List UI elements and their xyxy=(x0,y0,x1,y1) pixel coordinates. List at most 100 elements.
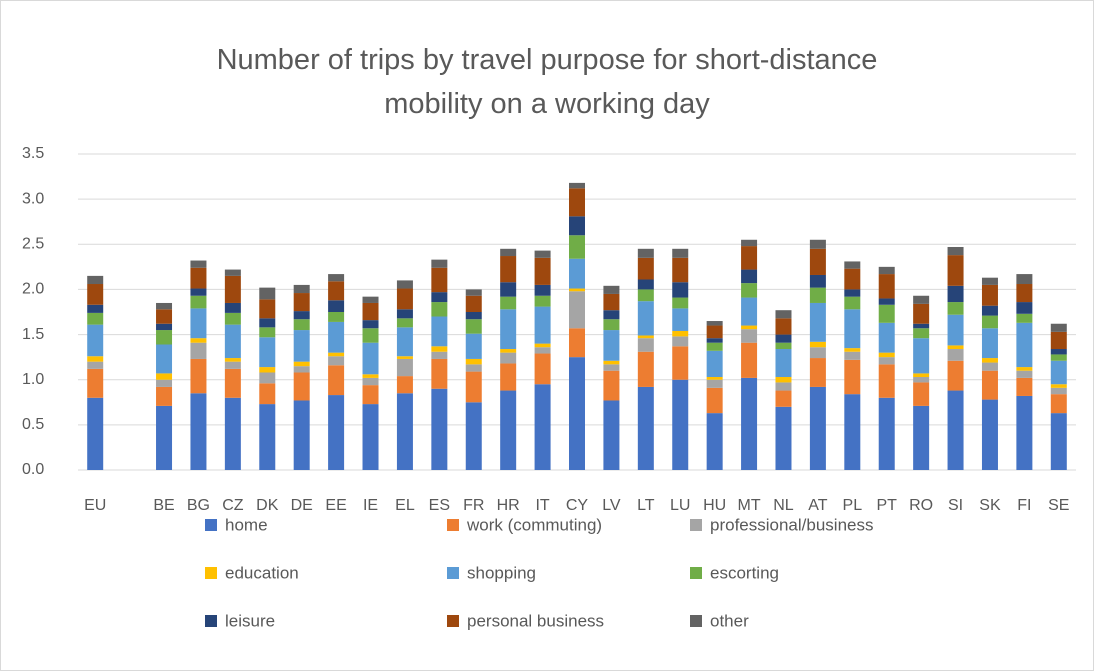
bar-segment xyxy=(500,309,517,350)
bar-segment xyxy=(156,330,173,345)
bar-segment xyxy=(672,346,689,380)
bar-segment xyxy=(809,302,826,342)
bar-segment xyxy=(259,318,276,328)
bar-segment xyxy=(293,311,310,320)
y-tick-label: 0.0 xyxy=(22,461,44,478)
bar-segment xyxy=(534,353,551,385)
bar-segment xyxy=(1050,413,1067,470)
bar-segment xyxy=(465,319,482,334)
y-tick-label: 3.5 xyxy=(22,145,44,162)
bar-segment xyxy=(500,349,517,353)
x-tick-label: BG xyxy=(187,497,210,514)
bar-segment xyxy=(809,386,826,470)
x-tick-label: MT xyxy=(738,497,761,514)
bar-segment xyxy=(190,358,207,394)
bar-segment xyxy=(328,312,345,322)
x-tick-label: HU xyxy=(703,497,726,514)
bar-segment xyxy=(431,351,448,359)
bar-segment xyxy=(190,288,207,296)
x-tick-label: SI xyxy=(948,497,963,514)
bar-segment xyxy=(500,390,517,470)
bar-segment xyxy=(569,288,585,292)
bar-segment xyxy=(190,260,207,268)
bar-segment xyxy=(87,361,104,369)
bar-segment xyxy=(844,261,861,269)
bar-segment xyxy=(637,386,654,470)
bar-segment xyxy=(672,248,689,258)
bar-segment xyxy=(534,257,551,285)
x-tick-label: PL xyxy=(843,497,863,514)
bar-segment xyxy=(190,267,207,289)
x-tick-label: ES xyxy=(429,497,450,514)
legend-label: work (commuting) xyxy=(466,515,602,534)
bar-segment xyxy=(431,302,448,317)
legend-label: other xyxy=(710,611,749,630)
bar-segment xyxy=(741,246,758,270)
bar-segment xyxy=(1016,322,1033,368)
bar-segment xyxy=(844,348,861,352)
bar-segment xyxy=(465,295,482,312)
bar-segment xyxy=(534,295,551,307)
bar-segment xyxy=(637,351,654,387)
bar-segment xyxy=(87,304,104,313)
bar-segment xyxy=(981,399,998,470)
bar-segment xyxy=(637,279,654,290)
bar-segment xyxy=(259,383,276,405)
y-tick-label: 2.5 xyxy=(22,236,44,253)
bar-segment xyxy=(465,371,482,403)
x-tick-label: DK xyxy=(256,497,279,514)
legend-label: personal business xyxy=(467,611,604,630)
bar-segment xyxy=(1050,323,1067,332)
x-tick-label: LU xyxy=(670,497,690,514)
bar-segment xyxy=(809,287,826,303)
bar-segment xyxy=(190,338,207,343)
bar-segment xyxy=(947,345,964,350)
bar-segment xyxy=(981,305,998,316)
bar-segment xyxy=(156,323,173,331)
bar-segment xyxy=(878,397,895,470)
bar-segment xyxy=(1050,394,1067,414)
bar-segment xyxy=(87,356,104,362)
bar-segment xyxy=(362,342,379,375)
bar-segment xyxy=(913,405,930,470)
bar-segment xyxy=(1016,274,1033,285)
bar-segment xyxy=(1016,313,1033,323)
bar-segment xyxy=(328,300,345,312)
bar-segment xyxy=(947,349,964,361)
bar-segment xyxy=(362,404,379,470)
bar-segment xyxy=(500,296,517,310)
legend-swatch xyxy=(447,519,459,531)
bar-segment xyxy=(396,358,413,377)
bar-segment xyxy=(396,376,413,394)
x-tick-label: PT xyxy=(876,497,897,514)
bar-segment xyxy=(259,372,276,384)
bar-segment xyxy=(844,268,861,290)
bar-segment xyxy=(156,344,173,374)
bar-segment xyxy=(569,182,585,189)
bar-segment xyxy=(947,390,964,470)
bar-segment xyxy=(672,297,689,309)
bar-segment xyxy=(328,395,345,470)
bar-segment xyxy=(603,330,620,361)
bar-segment xyxy=(465,312,482,320)
bar-segment xyxy=(878,322,895,353)
bar-segment xyxy=(878,274,895,299)
bar-segment xyxy=(706,342,723,351)
bar-segment xyxy=(775,406,792,470)
bar-segment xyxy=(878,357,895,365)
bar-segment xyxy=(844,394,861,470)
bar-segment xyxy=(706,321,723,326)
bar-segment xyxy=(603,319,620,331)
bar-segment xyxy=(293,361,310,367)
bar-segment xyxy=(672,257,689,283)
bar-segment xyxy=(741,325,758,330)
legend-label: shopping xyxy=(467,563,536,582)
bar-segment xyxy=(534,343,551,348)
x-tick-label: CZ xyxy=(222,497,244,514)
bar-segment xyxy=(87,284,104,305)
bar-segment xyxy=(706,338,723,343)
bar-segment xyxy=(328,365,345,396)
bar-segment xyxy=(396,356,413,359)
bar-segment xyxy=(431,259,448,268)
